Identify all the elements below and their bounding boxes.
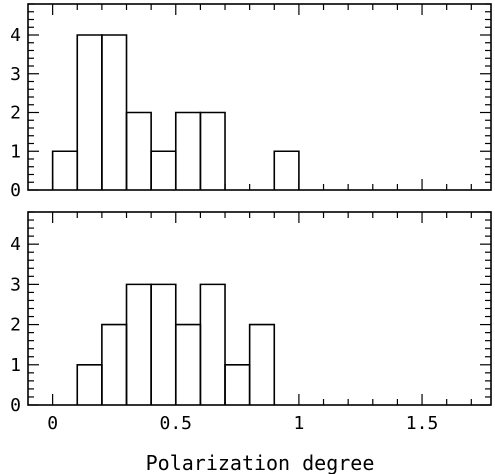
x-axis-title: Polarization degree: [146, 451, 375, 474]
y-tick-label: 3: [10, 64, 21, 85]
x-tick-label: 0.5: [160, 413, 193, 434]
histogram-bar: [248, 323, 276, 405]
plot-frame: [27, 211, 492, 406]
histogram-bar: [76, 34, 103, 190]
y-tick-label: 3: [10, 274, 21, 295]
x-tick-label: 0: [47, 413, 58, 434]
y-tick-label: 1: [10, 355, 21, 376]
histogram-bar: [125, 283, 152, 405]
y-tick-label: 1: [10, 141, 21, 162]
histogram-bar: [101, 34, 128, 190]
histogram-bar: [199, 283, 226, 405]
histogram-bar: [273, 150, 300, 190]
y-tick-label: 2: [10, 315, 21, 336]
histogram-bar: [51, 150, 79, 190]
histogram-bar: [174, 111, 202, 190]
y-tick-label: 2: [10, 103, 21, 124]
y-tick-label: 0: [10, 395, 21, 416]
y-tick-label: 4: [10, 25, 21, 46]
x-tick-label: 1.5: [406, 413, 439, 434]
histogram-bar: [125, 111, 152, 190]
y-tick-label: 4: [10, 234, 21, 255]
histogram-bar: [224, 363, 251, 405]
top-panel: 0 1 2 3 4: [10, 3, 492, 201]
histogram-bar: [174, 323, 202, 405]
histogram-bar: [150, 283, 177, 405]
plot-frame: [27, 3, 492, 191]
histogram-bar: [101, 323, 128, 405]
y-tick-label: 0: [10, 180, 21, 201]
histogram-bar: [76, 363, 103, 405]
x-tick-label: 1: [293, 413, 304, 434]
histogram-bar: [150, 150, 177, 190]
bottom-panel: 0 1 2 3 4 0 0.5 1 1.5: [10, 211, 492, 434]
histogram-bar: [199, 111, 226, 190]
